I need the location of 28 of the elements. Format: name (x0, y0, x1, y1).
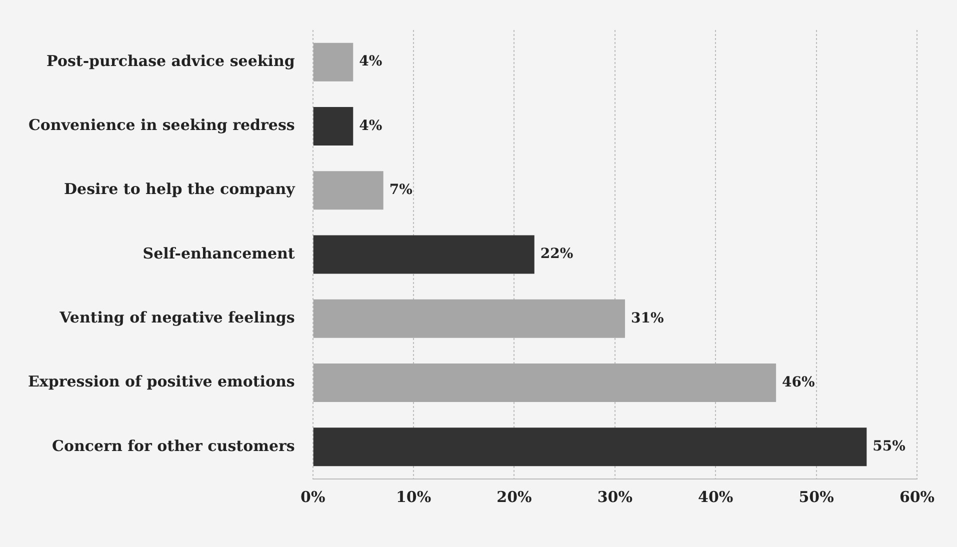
x-tick-label: 0% (300, 488, 326, 506)
y-tick-label: Post-purchase advice seeking (46, 52, 296, 70)
data-label: 31% (631, 310, 664, 326)
y-tick-label: Self-enhancement (142, 244, 295, 262)
bar (313, 106, 354, 146)
y-tick-label: Desire to help the company (64, 180, 296, 198)
x-tick-label: 60% (899, 488, 935, 506)
bar (313, 299, 625, 338)
data-label: 4% (359, 54, 382, 70)
bar (313, 42, 354, 82)
bar (313, 171, 384, 210)
data-label: 4% (359, 118, 382, 134)
data-label: 22% (540, 246, 574, 262)
x-tick-label: 50% (798, 488, 834, 506)
y-tick-label: Convenience in seeking redress (28, 116, 295, 134)
y-tick-label: Concern for other customers (52, 436, 295, 455)
x-tick-label: 20% (496, 488, 532, 506)
y-tick-label: Expression of positive emotions (28, 372, 295, 391)
bar (313, 428, 867, 466)
data-label: 46% (782, 374, 815, 390)
bar (313, 364, 776, 402)
x-tick-label: 40% (698, 488, 734, 506)
x-tick-label: 10% (396, 488, 432, 506)
data-label: 7% (389, 182, 412, 198)
x-tick-label: 30% (597, 488, 632, 506)
y-tick-label: Venting of negative feelings (58, 308, 295, 327)
data-label: 55% (872, 438, 906, 455)
bar (313, 235, 534, 274)
